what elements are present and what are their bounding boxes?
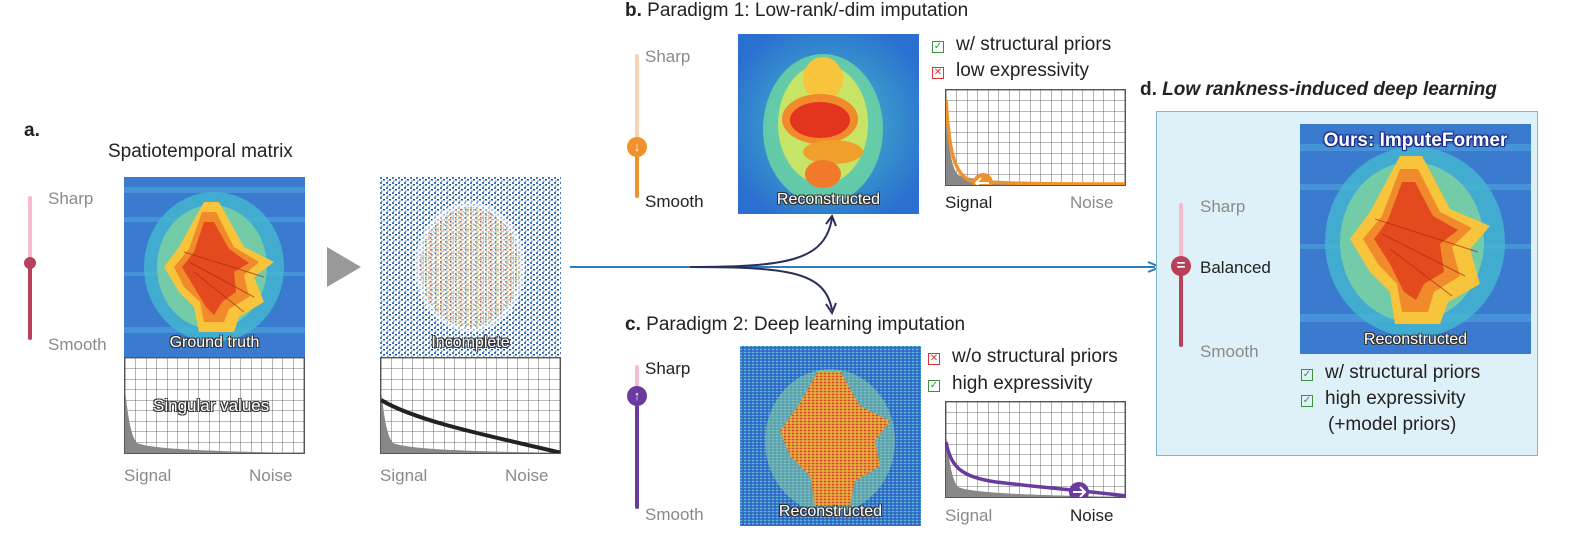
panel-d-check-2: ✓ high expressivity: [1301, 388, 1465, 410]
panel-b-sharpness-slider: ↓: [627, 54, 647, 198]
panel-d-heading: d. Low rankness-induced deep learning: [1140, 79, 1497, 101]
panel-d-balanced-label: Balanced: [1200, 258, 1271, 277]
panel-a-signal-label-2: Signal: [380, 466, 428, 485]
panel-b-smooth-label: Smooth: [645, 192, 704, 211]
panel-c-sharpness-slider: ↑: [627, 365, 647, 509]
panel-c-letter: c.: [625, 314, 641, 335]
panel-b-noise-label: Noise: [1070, 193, 1114, 212]
panel-b-check-2: ✕ low expressivity: [932, 60, 1089, 82]
slider-track-sharp: [1179, 203, 1183, 266]
ground-truth-heatmap: Ground truth: [124, 177, 305, 357]
panel-c-check-2-text: high expressivity: [952, 373, 1093, 394]
panel-c-smooth-label: Smooth: [645, 505, 704, 524]
panel-b-check-1-text: w/ structural priors: [956, 34, 1112, 55]
ground-truth-label: Ground truth: [169, 334, 260, 351]
panel-c-singular-values-plot: [945, 401, 1126, 498]
panel-a-noise-label: Noise: [249, 466, 293, 485]
panel-d-reconstructed-label: Reconstructed: [1363, 331, 1468, 348]
panel-d-smooth-label: Smooth: [1200, 342, 1259, 361]
slider-track-sharp: [635, 365, 639, 397]
panel-c-check-2: ✓ high expressivity: [928, 373, 1092, 395]
panel-d-sharpness-slider: =: [1171, 203, 1191, 347]
panel-d-check-1-text: w/ structural priors: [1325, 362, 1481, 383]
panel-c-signal-label: Signal: [945, 506, 993, 525]
panel-b-reconstructed-label: Reconstructed: [776, 191, 881, 208]
panel-b-heading: b. Paradigm 1: Low-rank/-dim imputation: [625, 0, 968, 22]
panel-c-noise-label: Noise: [1070, 506, 1114, 525]
panel-d-sharp-label: Sharp: [1200, 197, 1246, 216]
slider-track-smooth: [28, 262, 32, 340]
panel-a-title: Spatiotemporal matrix: [108, 141, 293, 162]
panel-b-singular-values-plot: [945, 89, 1126, 186]
slider-track-sharp: [635, 54, 639, 144]
panel-d-letter: d.: [1140, 79, 1157, 100]
panel-a-sharp-label: Sharp: [48, 189, 94, 208]
branching-arrows: [570, 213, 1163, 316]
panel-c-sharp-label: Sharp: [645, 359, 691, 378]
incomplete-label: Incomplete: [431, 334, 510, 351]
panel-d-title: Low rankness-induced deep learning: [1162, 79, 1497, 100]
panel-b-letter: b.: [625, 0, 642, 21]
panel-a-sharpness-slider: [24, 196, 36, 340]
slider-knob: [24, 257, 36, 269]
slider-track-smooth: [1179, 266, 1183, 347]
panel-d-check-1: ✓ w/ structural priors: [1301, 362, 1480, 384]
panel-d-check-3: (+model priors): [1328, 414, 1457, 435]
slider-knob-up-icon: ↑: [627, 386, 647, 406]
incomplete-heatmap: Incomplete: [380, 177, 561, 357]
panel-c-title: Paradigm 2: Deep learning imputation: [646, 314, 966, 335]
panel-b-title: Paradigm 1: Low-rank/-dim imputation: [647, 0, 969, 21]
checkbox-checked-icon: ✓: [928, 380, 940, 392]
panel-b-sharp-label: Sharp: [645, 47, 691, 66]
slider-track-smooth: [635, 144, 639, 198]
panel-b-check-1: ✓ w/ structural priors: [932, 34, 1111, 56]
panel-c-check-1-text: w/o structural priors: [952, 346, 1118, 367]
panel-b-check-2-text: low expressivity: [956, 60, 1090, 81]
forward-arrow-icon: [327, 247, 361, 287]
panel-c-reconstructed-heatmap: Reconstructed: [740, 346, 921, 526]
slider-knob-down-icon: ↓: [627, 137, 647, 157]
panel-c-check-1: ✕ w/o structural priors: [928, 346, 1118, 368]
checkbox-crossed-icon: ✕: [932, 67, 944, 79]
singular-values-plot-incomplete: [380, 357, 561, 454]
singular-values-label: Singular values: [153, 396, 270, 415]
panel-c-heading: c. Paradigm 2: Deep learning imputation: [625, 314, 965, 336]
panel-a-noise-label-2: Noise: [505, 466, 549, 485]
slider-track-smooth: [635, 397, 639, 509]
panel-b-reconstructed-heatmap: Reconstructed: [738, 34, 919, 214]
panel-b-signal-label: Signal: [945, 193, 993, 212]
checkbox-checked-icon: ✓: [1301, 395, 1313, 407]
panel-a-smooth-label: Smooth: [48, 335, 107, 354]
slider-track-sharp: [28, 196, 32, 262]
checkbox-crossed-icon: ✕: [928, 353, 940, 365]
panel-d-ours-label: Ours: ImputeFormer: [1323, 130, 1508, 151]
slider-knob-equal-icon: =: [1171, 256, 1191, 276]
checkbox-checked-icon: ✓: [932, 41, 944, 53]
checkbox-checked-icon: ✓: [1301, 369, 1313, 381]
singular-values-plot-a: Singular values: [124, 357, 305, 454]
panel-a-signal-label: Signal: [124, 466, 172, 485]
panel-d-ours-heatmap: Ours: ImputeFormer Reconstructed: [1300, 124, 1531, 354]
panel-d-check-2-text: high expressivity: [1325, 388, 1466, 409]
panel-a-letter: a.: [24, 120, 40, 141]
panel-c-reconstructed-label: Reconstructed: [778, 503, 883, 520]
